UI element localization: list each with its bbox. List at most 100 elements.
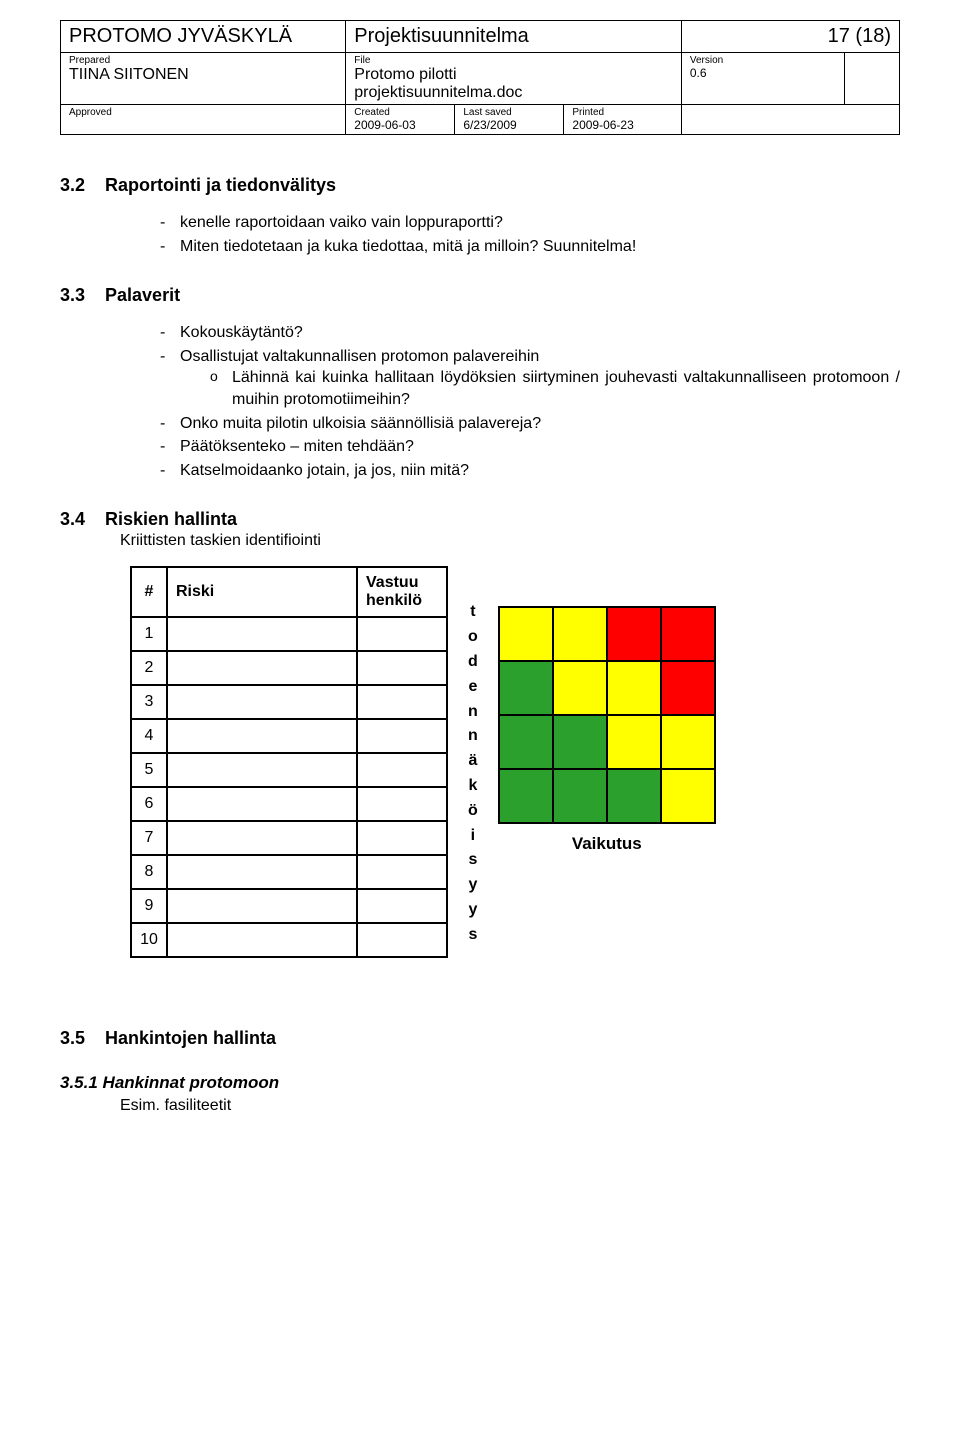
risk-row-num: 8: [131, 855, 167, 889]
risk-row-num: 7: [131, 821, 167, 855]
list-item: kenelle raportoidaan vaiko vain loppurap…: [160, 212, 900, 234]
lastsaved-value: 6/23/2009: [463, 118, 555, 132]
risk-row-desc: [167, 855, 357, 889]
section-3-2-heading: 3.2 Raportointi ja tiedonvälitys: [60, 175, 900, 196]
vlabel-char: o: [468, 625, 478, 650]
risk-matrix: [498, 606, 716, 824]
lastsaved-label: Last saved: [463, 107, 555, 118]
risk-row-desc: [167, 719, 357, 753]
header-doctype: Projektisuunnitelma: [346, 21, 682, 53]
table-row: 3: [131, 685, 447, 719]
matrix-cell: [499, 607, 553, 661]
probability-vertical-label: todennäköisyys: [468, 600, 478, 947]
created-label: Created: [354, 107, 446, 118]
version-label: Version: [690, 55, 836, 66]
list-item: Osallistujat valtakunnallisen protomon p…: [160, 346, 900, 411]
table-row: 5: [131, 753, 447, 787]
vlabel-char: d: [468, 650, 478, 675]
vlabel-char: e: [468, 675, 477, 700]
table-row: 4: [131, 719, 447, 753]
risk-row-owner: [357, 753, 447, 787]
matrix-cell: [553, 661, 607, 715]
document-header: PROTOMO JYVÄSKYLÄ Projektisuunnitelma 17…: [60, 20, 900, 135]
section-3-5-heading: 3.5 Hankintojen hallinta: [60, 1028, 900, 1049]
matrix-cell: [499, 715, 553, 769]
prepared-label: Prepared: [69, 55, 337, 66]
risk-row-num: 1: [131, 617, 167, 651]
matrix-cell: [553, 607, 607, 661]
matrix-cell: [661, 715, 715, 769]
file-value2: projektisuunnitelma.doc: [354, 84, 673, 102]
printed-label: Printed: [572, 107, 672, 118]
section-3-2-list: kenelle raportoidaan vaiko vain loppurap…: [160, 212, 900, 257]
matrix-cell: [607, 607, 661, 661]
risk-th-num: #: [131, 567, 167, 617]
vlabel-char: i: [471, 824, 475, 849]
list-item: Kokouskäytäntö?: [160, 322, 900, 344]
risk-row-desc: [167, 821, 357, 855]
section-3-5-1-num: 3.5.1: [60, 1073, 98, 1092]
list-item: Onko muita pilotin ulkoisia säännöllisiä…: [160, 413, 900, 435]
vlabel-char: n: [468, 724, 478, 749]
risk-row-num: 5: [131, 753, 167, 787]
risk-row-owner: [357, 889, 447, 923]
risk-row-desc: [167, 617, 357, 651]
list-item: Miten tiedotetaan ja kuka tiedottaa, mit…: [160, 236, 900, 258]
section-3-2-num: 3.2: [60, 175, 100, 196]
file-label: File: [354, 55, 673, 66]
risk-row-owner: [357, 719, 447, 753]
risk-row-num: 2: [131, 651, 167, 685]
matrix-cell: [661, 661, 715, 715]
matrix-cell: [499, 769, 553, 823]
file-value1: Protomo pilotti: [354, 66, 673, 84]
risk-row-owner: [357, 855, 447, 889]
approved-label: Approved: [69, 107, 337, 118]
section-3-5-1-heading: 3.5.1 Hankinnat protomoon: [60, 1073, 900, 1093]
table-row: 9: [131, 889, 447, 923]
risk-row-num: 9: [131, 889, 167, 923]
matrix-cell: [661, 607, 715, 661]
risk-th-risk: Riski: [167, 567, 357, 617]
list-item: Päätöksenteko – miten tehdään?: [160, 436, 900, 458]
table-row: 2: [131, 651, 447, 685]
header-org: PROTOMO JYVÄSKYLÄ: [61, 21, 346, 53]
risk-matrix-wrap: Vaikutus: [498, 606, 716, 854]
vlabel-char: ö: [468, 799, 478, 824]
risk-row-owner: [357, 617, 447, 651]
matrix-cell: [661, 769, 715, 823]
section-3-4-heading: 3.4 Riskien hallinta: [60, 509, 900, 530]
risk-row-owner: [357, 923, 447, 957]
vlabel-char: y: [468, 873, 477, 898]
vlabel-char: n: [468, 700, 478, 725]
section-3-4-num: 3.4: [60, 509, 100, 530]
table-row: 7: [131, 821, 447, 855]
section-3-5-1-title: Hankinnat protomoon: [103, 1073, 280, 1092]
section-3-4-subtitle: Kriittisten taskien identifiointi: [120, 532, 900, 550]
risk-row-owner: [357, 651, 447, 685]
risk-table: # Riski Vastuu henkilö 12345678910: [130, 566, 448, 958]
table-row: 6: [131, 787, 447, 821]
risk-row-desc: [167, 889, 357, 923]
vlabel-char: s: [468, 848, 477, 873]
risk-row-desc: [167, 787, 357, 821]
risk-th-owner: Vastuu henkilö: [357, 567, 447, 617]
list-item: Katselmoidaanko jotain, ja jos, niin mit…: [160, 460, 900, 482]
matrix-cell: [607, 769, 661, 823]
section-3-4-title: Riskien hallinta: [105, 509, 237, 529]
risk-row-num: 10: [131, 923, 167, 957]
section-3-2-title: Raportointi ja tiedonvälitys: [105, 175, 336, 195]
table-row: 10: [131, 923, 447, 957]
list-subitem: Lähinnä kai kuinka hallitaan löydöksien …: [210, 367, 900, 410]
section-3-5-num: 3.5: [60, 1028, 100, 1049]
section-3-3-list: Kokouskäytäntö? Osallistujat valtakunnal…: [160, 322, 900, 481]
vlabel-char: k: [468, 774, 477, 799]
vlabel-char: y: [468, 898, 477, 923]
version-value: 0.6: [690, 66, 836, 80]
list-item-text: Osallistujat valtakunnallisen protomon p…: [180, 348, 539, 365]
vlabel-char: ä: [468, 749, 477, 774]
section-3-5-1-body: Esim. fasiliteetit: [120, 1097, 900, 1115]
risk-row-owner: [357, 821, 447, 855]
risk-row-num: 6: [131, 787, 167, 821]
risk-row-num: 3: [131, 685, 167, 719]
risk-row-owner: [357, 685, 447, 719]
